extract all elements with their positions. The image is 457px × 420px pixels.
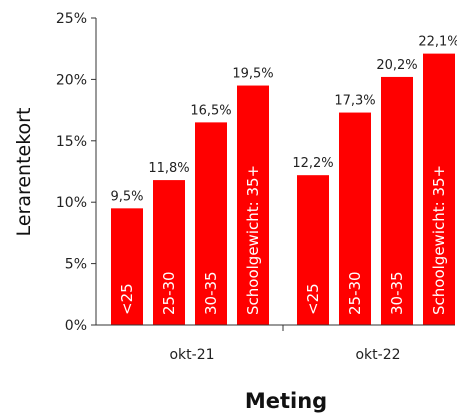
y-axis-label: Lerarentekort xyxy=(13,108,35,237)
data-label: 20,2% xyxy=(376,58,417,73)
bar xyxy=(111,208,143,325)
bar xyxy=(423,53,455,325)
bar xyxy=(381,76,413,325)
y-tick-label: 0% xyxy=(65,318,87,334)
bar-series-label: 30-35 xyxy=(202,271,220,315)
bar xyxy=(297,175,329,325)
bar xyxy=(237,85,269,325)
y-tick-label: 15% xyxy=(56,134,87,150)
data-label: 12,2% xyxy=(292,156,333,171)
x-axis-label: Meting xyxy=(245,389,327,413)
x-category-label: okt-22 xyxy=(355,347,400,363)
data-label: 19,5% xyxy=(232,67,273,82)
y-tick-label: 5% xyxy=(65,257,87,273)
bar-series-label: 25-30 xyxy=(346,271,364,315)
bar-series-label: <25 xyxy=(118,283,136,315)
bar-series-label: 25-30 xyxy=(160,271,178,315)
data-label: 16,5% xyxy=(190,103,231,118)
data-label: 11,8% xyxy=(148,161,189,176)
x-category-label: okt-21 xyxy=(169,347,214,363)
data-label: 9,5% xyxy=(110,189,143,204)
bar-series-label: Schoolgewicht: 35+ xyxy=(244,165,262,315)
bar xyxy=(153,180,185,325)
bar xyxy=(195,122,227,325)
category-labels: okt-21 okt-22 xyxy=(169,347,400,363)
y-tick-label: 25% xyxy=(56,11,87,27)
y-tick-label: 20% xyxy=(56,72,87,88)
data-label: 17,3% xyxy=(334,94,375,109)
bars: 9,5% <25 11,8% 25-30 16,5% 30-35 19,5% Schoolge… xyxy=(110,35,457,325)
y-axis-ticks: 0% 5% 10% 15% 20% 25% xyxy=(56,11,96,334)
bar xyxy=(339,112,371,325)
bar-series-label: <25 xyxy=(304,283,322,315)
data-label: 22,1% xyxy=(418,35,457,50)
axes xyxy=(95,18,455,331)
bar-series-label: Schoolgewicht: 35+ xyxy=(430,165,448,315)
y-tick-label: 10% xyxy=(56,195,87,211)
bar-series-label: 30-35 xyxy=(388,271,406,315)
